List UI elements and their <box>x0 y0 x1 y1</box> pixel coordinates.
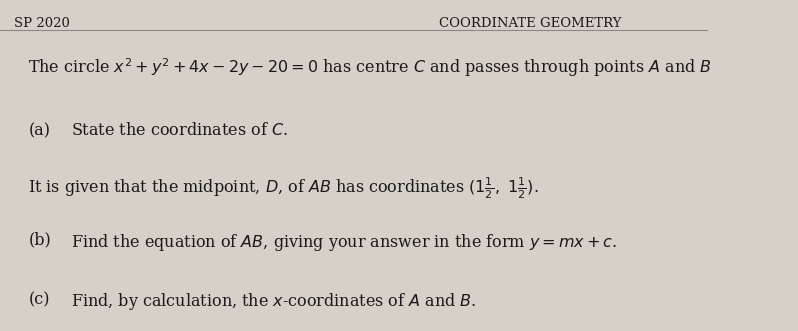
Text: (c): (c) <box>28 291 49 308</box>
Text: (b): (b) <box>28 232 51 249</box>
Text: The circle $x^2+y^2+4x-2y-20=0$ has centre $C$ and passes through points $A$ and: The circle $x^2+y^2+4x-2y-20=0$ has cent… <box>28 56 712 79</box>
Text: SP 2020: SP 2020 <box>14 17 70 29</box>
Text: Find the equation of $AB$, giving your answer in the form $y=mx+c$.: Find the equation of $AB$, giving your a… <box>71 232 617 253</box>
Text: State the coordinates of $C$.: State the coordinates of $C$. <box>71 122 288 139</box>
Text: (a): (a) <box>28 122 50 139</box>
Text: Find, by calculation, the $x$-coordinates of $A$ and $B$.: Find, by calculation, the $x$-coordinate… <box>71 291 476 312</box>
Text: COORDINATE GEOMETRY: COORDINATE GEOMETRY <box>439 17 622 29</box>
Text: It is given that the midpoint, $D$, of $AB$ has coordinates $(1\frac{1}{2},\ 1\f: It is given that the midpoint, $D$, of $… <box>28 175 539 201</box>
